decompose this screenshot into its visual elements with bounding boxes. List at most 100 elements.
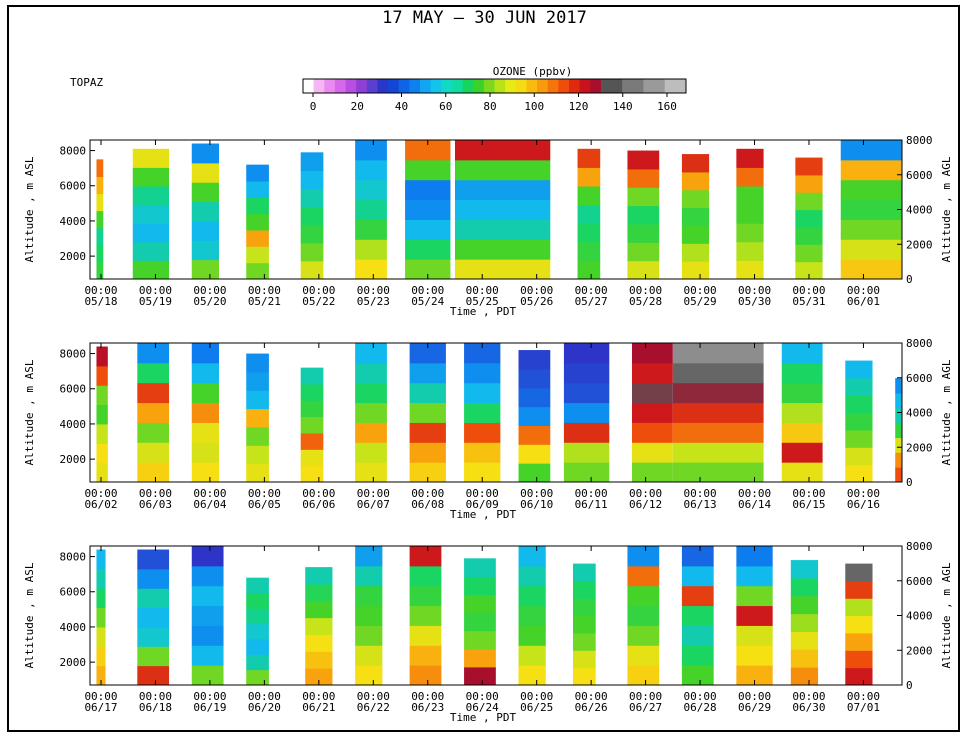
x-tick-date-label: 05/19 <box>139 295 172 308</box>
ozone-cell <box>681 585 714 607</box>
ozone-profile <box>790 560 819 686</box>
colorbar-swatch <box>632 79 644 93</box>
ozone-profile <box>246 577 269 686</box>
colorbar-tick-label: 60 <box>439 100 452 113</box>
ozone-cell <box>300 416 324 434</box>
ozone-cell <box>409 546 442 567</box>
ozone-cell <box>405 159 451 181</box>
x-tick-date-label: 05/25 <box>466 295 499 308</box>
ozone-cell <box>191 182 219 203</box>
x-tick-time-label: 00:00 <box>302 690 335 703</box>
x-tick-time-label: 00:00 <box>411 284 444 297</box>
x-tick-time-label: 00:00 <box>629 487 662 500</box>
ozone-cell <box>518 425 551 445</box>
ozone-cell <box>672 362 764 384</box>
ozone-cell <box>790 613 819 632</box>
ozone-cell <box>840 239 902 260</box>
ozone-cell <box>845 395 873 414</box>
ozone-cell <box>191 625 224 646</box>
ozone-cell <box>409 645 442 666</box>
ozone-cell <box>405 259 451 280</box>
ozone-profile <box>518 546 546 686</box>
y-tick-label-right: 0 <box>906 476 913 489</box>
ozone-cell <box>355 546 383 567</box>
ozone-cell <box>96 607 106 628</box>
x-tick-time-label: 00:00 <box>575 487 608 500</box>
ozone-profile <box>681 546 714 686</box>
ozone-profile <box>572 563 596 686</box>
ozone-cell <box>845 632 873 651</box>
x-tick-date-label: 05/21 <box>248 295 281 308</box>
ozone-cell <box>631 362 673 384</box>
colorbar-swatch <box>303 79 315 93</box>
ozone-cell <box>355 585 383 607</box>
x-tick-date-label: 06/08 <box>411 498 444 511</box>
x-tick-date-label: 06/29 <box>738 701 771 714</box>
ozone-cell <box>672 422 764 443</box>
ozone-cell <box>895 378 902 394</box>
ozone-cell <box>790 560 819 579</box>
colorbar-swatch <box>568 79 581 93</box>
y-axis-label-left: Altitude , m ASL <box>23 359 36 465</box>
y-tick-label-right: 8000 <box>906 337 933 350</box>
ozone-profile <box>631 343 673 483</box>
ozone-cell <box>736 223 764 243</box>
y-tick-label-left: 4000 <box>60 215 87 228</box>
x-tick-time-label: 00:00 <box>847 487 880 500</box>
ozone-profile <box>137 549 170 686</box>
ozone-cell <box>355 259 387 280</box>
ozone-cell <box>563 462 610 483</box>
x-tick-time-label: 00:00 <box>84 284 117 297</box>
ozone-cell <box>736 167 764 187</box>
colorbar-swatch <box>611 79 623 93</box>
ozone-cell <box>681 225 710 244</box>
x-tick-date-label: 06/18 <box>139 701 172 714</box>
ozone-cell <box>845 598 873 617</box>
ozone-cell <box>464 343 501 364</box>
ozone-cell <box>405 219 451 240</box>
ozone-cell <box>736 185 764 206</box>
ozone-cell <box>96 646 106 667</box>
ozone-cell <box>845 615 873 634</box>
x-axis-label: Time , PDT <box>450 305 517 318</box>
ozone-profile <box>563 343 610 483</box>
ozone-cell <box>96 665 106 686</box>
figure-title: 17 MAY — 30 JUN 2017 <box>382 8 587 28</box>
ozone-cell <box>563 422 610 443</box>
ozone-cell <box>681 605 714 626</box>
ozone-cell <box>627 205 660 225</box>
ozone-cell <box>627 565 660 587</box>
panels: 2000 4000 6000 8000 0 2000 4000 6000 8000 Altitud… <box>23 134 953 724</box>
ozone-cell <box>355 442 387 463</box>
ozone-cell <box>627 585 660 607</box>
ozone-cell <box>454 199 551 220</box>
ozone-cell <box>681 189 710 209</box>
ozone-cell <box>840 159 902 181</box>
ozone-cell <box>563 442 610 463</box>
x-tick-time-label: 00:00 <box>683 284 716 297</box>
ozone-cell <box>409 565 442 587</box>
x-tick-time-label: 00:00 <box>139 487 172 500</box>
ozone-cell <box>191 343 219 364</box>
colorbar-swatch <box>654 79 666 93</box>
ozone-cell <box>96 176 104 195</box>
ozone-cell <box>305 583 333 602</box>
ozone-cell <box>305 651 333 669</box>
colorbar-tick-label: 40 <box>395 100 408 113</box>
ozone-cell <box>246 445 269 465</box>
ozone-cell <box>681 261 710 280</box>
ozone-cell <box>577 185 601 206</box>
ozone-cell <box>518 565 546 587</box>
ozone-profile <box>246 164 269 280</box>
ozone-cell <box>464 382 501 404</box>
x-tick-date-label: 06/01 <box>847 295 880 308</box>
ozone-cell <box>96 549 106 570</box>
ozone-cell <box>96 588 106 609</box>
y-tick-label-right: 2000 <box>906 441 933 454</box>
ozone-cell <box>681 171 710 191</box>
x-axis-label: Time , PDT <box>450 508 517 521</box>
x-tick-time-label: 00:00 <box>411 690 444 703</box>
y-tick-label-left: 8000 <box>60 145 87 158</box>
ozone-cell <box>563 382 610 404</box>
